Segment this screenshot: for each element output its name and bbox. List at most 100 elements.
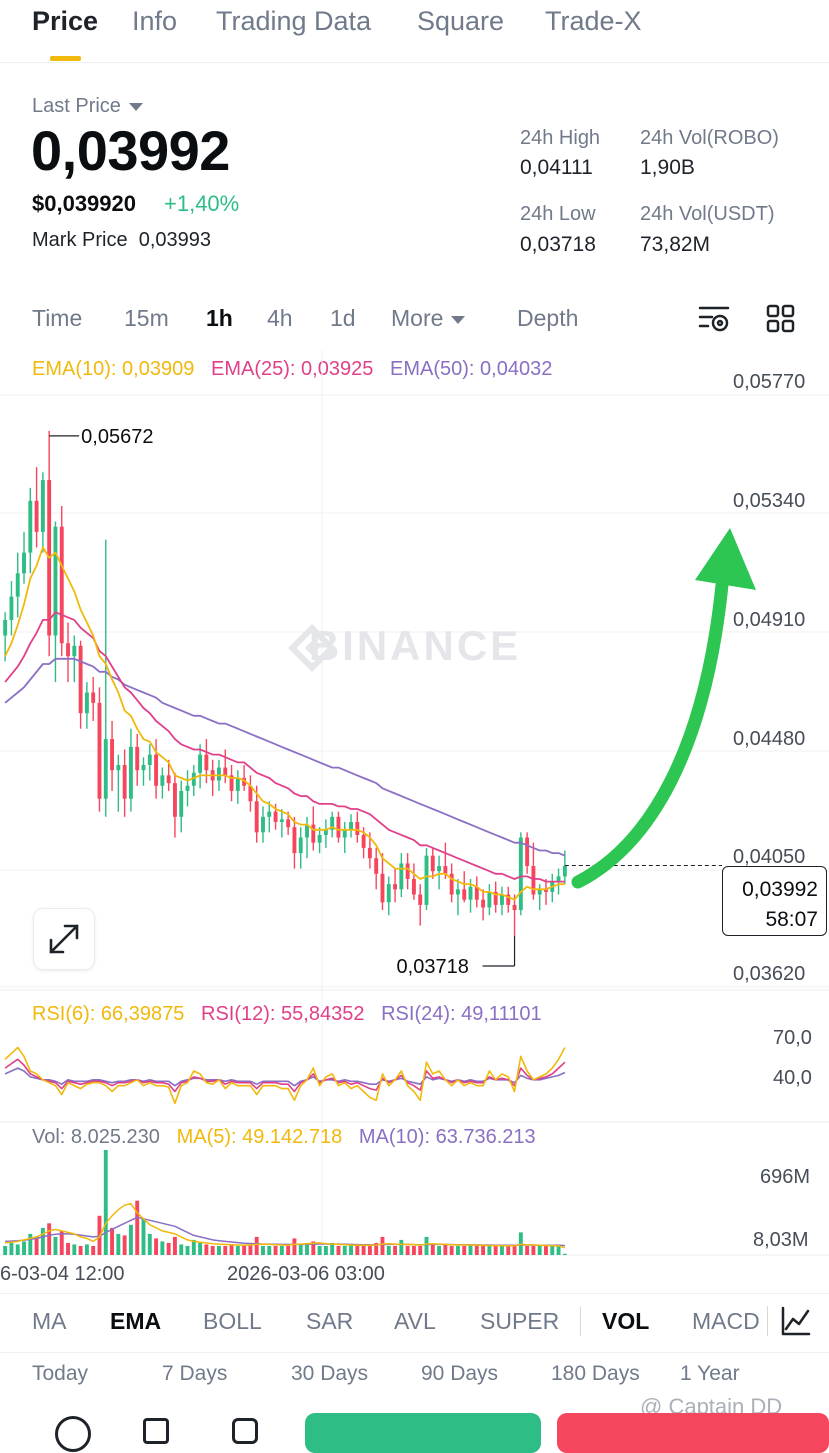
last-price-dropdown[interactable]: Last Price xyxy=(32,95,143,118)
ema50-line xyxy=(4,657,566,857)
candle-body xyxy=(103,739,108,799)
volume-bar xyxy=(544,1245,548,1255)
volume-bar xyxy=(91,1245,96,1255)
tab-price[interactable]: Price xyxy=(32,6,99,36)
indicator-sar[interactable]: SAR xyxy=(306,1308,354,1334)
candle-body xyxy=(462,889,467,900)
candle-body xyxy=(172,783,177,817)
tab-square[interactable]: Square xyxy=(417,6,505,36)
candle-body xyxy=(66,643,70,657)
volume-bar xyxy=(305,1242,309,1255)
range-180d[interactable]: 180 Days xyxy=(551,1362,640,1385)
candle-body xyxy=(91,692,96,703)
buy-button[interactable] xyxy=(305,1413,541,1453)
price-markers: 0,05672 0,03718 xyxy=(49,426,722,978)
high-24h-value: 0,04111 xyxy=(520,156,593,179)
indicator-macd[interactable]: MACD xyxy=(692,1308,760,1334)
top-tab-bar: Price Info Trading Data Square Trade-X xyxy=(0,0,829,63)
volume-bar xyxy=(9,1242,14,1255)
candle-body xyxy=(349,821,353,830)
candle-body xyxy=(411,878,416,895)
candle-body xyxy=(53,526,58,636)
arrow-head xyxy=(695,528,756,590)
sell-button[interactable] xyxy=(557,1413,829,1453)
ema10-legend: EMA(10): 0,03909 xyxy=(32,358,195,380)
candle-body xyxy=(160,775,165,786)
candle-body xyxy=(78,645,83,714)
volume-bar xyxy=(191,1239,196,1255)
candle-body xyxy=(141,765,146,771)
fullscreen-button[interactable] xyxy=(33,908,95,970)
volume-bar xyxy=(286,1245,291,1255)
volume-bar xyxy=(487,1245,492,1255)
candle-body xyxy=(154,754,159,786)
interval-15m[interactable]: 15m xyxy=(124,305,169,331)
interval-depth[interactable]: Depth xyxy=(517,305,579,331)
candle-body xyxy=(380,873,385,903)
indicator-ema[interactable]: EMA xyxy=(110,1308,162,1334)
current-price-value: 0,03992 xyxy=(742,878,818,901)
interval-time[interactable]: Time xyxy=(32,305,83,331)
volume-bar xyxy=(311,1241,316,1255)
price-chart[interactable]: BINANCE 0,05672 0,03718 xyxy=(0,350,829,1290)
volume-bar xyxy=(154,1238,159,1255)
range-1y[interactable]: 1 Year xyxy=(680,1362,740,1385)
candle-countdown: 58:07 xyxy=(765,908,818,931)
interval-4h[interactable]: 4h xyxy=(267,305,293,331)
volume-bar xyxy=(336,1245,341,1255)
grid-layout-icon[interactable] xyxy=(766,304,796,334)
ema-legend: EMA(10): 0,03909 EMA(25): 0,03925 EMA(50… xyxy=(32,358,552,381)
volume-bar xyxy=(3,1245,8,1255)
indicator-super[interactable]: SUPER xyxy=(480,1308,560,1334)
indicator-boll[interactable]: BOLL xyxy=(203,1308,262,1334)
price-axis-1: 0,05770 xyxy=(733,371,806,393)
share-icon[interactable] xyxy=(232,1418,258,1444)
volume-bar xyxy=(116,1233,121,1255)
range-90d[interactable]: 90 Days xyxy=(421,1362,499,1385)
vol-usdt-value: 73,82M xyxy=(640,233,711,256)
candle-body xyxy=(229,775,234,791)
tab-info[interactable]: Info xyxy=(132,6,178,36)
indicator-vol[interactable]: VOL xyxy=(602,1308,650,1334)
volume-bar xyxy=(53,1236,58,1255)
candle-body xyxy=(424,855,429,905)
volume-bar xyxy=(367,1245,372,1255)
tab-trade-x[interactable]: Trade-X xyxy=(545,6,642,36)
range-30d[interactable]: 30 Days xyxy=(291,1362,369,1385)
volume-bar xyxy=(179,1244,184,1255)
tab-trading-data[interactable]: Trading Data xyxy=(216,6,372,36)
mark-price: Mark Price 0,03993 xyxy=(32,229,211,252)
chart-tools-icon[interactable] xyxy=(780,1305,812,1337)
binance-watermark: BINANCE xyxy=(309,622,521,669)
volume-bar xyxy=(110,1227,115,1255)
current-price-tag: 0,03992 58:07 xyxy=(722,866,827,936)
vol-robo-label: 24h Vol(ROBO) xyxy=(640,127,779,149)
compare-icon[interactable] xyxy=(143,1418,169,1444)
candle-body xyxy=(97,702,102,799)
low-marker-label: 0,03718 xyxy=(397,956,469,978)
alert-icon[interactable] xyxy=(55,1416,91,1452)
indicator-avl[interactable]: AVL xyxy=(394,1308,436,1334)
indicator-ma[interactable]: MA xyxy=(32,1308,67,1334)
chart-settings-icon[interactable] xyxy=(698,303,732,335)
range-7d[interactable]: 7 Days xyxy=(162,1362,228,1385)
green-arrow-icon xyxy=(571,528,756,889)
vol-ma5-line xyxy=(5,1202,566,1249)
candle-body xyxy=(267,811,272,817)
volume-bar xyxy=(279,1245,284,1255)
volume-bar xyxy=(128,1224,133,1255)
volume-bar xyxy=(72,1244,77,1255)
interval-1d[interactable]: 1d xyxy=(330,305,356,331)
volume-bar xyxy=(462,1245,467,1255)
volume-bar xyxy=(405,1245,410,1255)
volume-bar xyxy=(493,1245,498,1255)
candle-body xyxy=(305,824,309,838)
vol-robo-value: 1,90B xyxy=(640,156,695,179)
volume-bar xyxy=(512,1245,517,1255)
range-today[interactable]: Today xyxy=(32,1362,89,1385)
rsi6-legend: RSI(6): 66,39875 xyxy=(32,1003,185,1025)
candle-body xyxy=(191,772,196,786)
price-axis-6: 0,03620 xyxy=(733,963,806,985)
interval-more[interactable]: More xyxy=(391,305,466,332)
interval-1h[interactable]: 1h xyxy=(206,305,233,331)
